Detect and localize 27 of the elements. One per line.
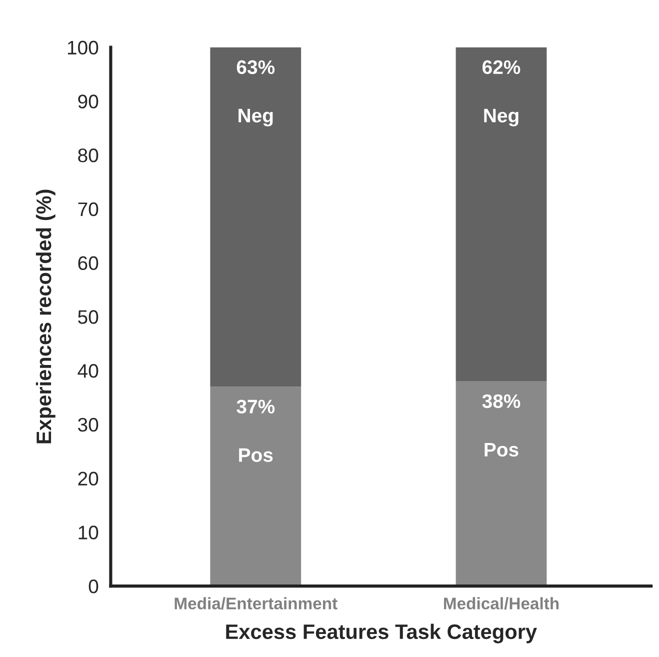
y-tick-label: 70 (78, 202, 98, 216)
y-tick-label: 60 (78, 256, 98, 270)
y-tick-label: 10 (78, 526, 98, 540)
y-tick-label: 90 (78, 94, 98, 108)
data-label: 62% (482, 60, 520, 74)
y-tick-label: 0 (88, 580, 98, 594)
x-axis-title: Excess Features Task Category (226, 624, 537, 644)
bar (210, 386, 302, 586)
bar (456, 381, 547, 586)
y-tick-label: 80 (78, 148, 98, 162)
text: Pos (239, 448, 273, 462)
y-tick-label: 30 (78, 418, 98, 432)
data-label: 63% (236, 60, 275, 74)
y-tick-label: 50 (78, 310, 98, 324)
y-tick-label: 100 (68, 40, 98, 55)
x-tick-label: Media/Entertainment (174, 597, 338, 610)
series-label: Neg (238, 108, 273, 126)
data-label: 37% (236, 400, 275, 414)
series-label: Pos (484, 443, 518, 457)
bar (456, 47, 547, 382)
data-label: 38% (482, 394, 520, 408)
x-tick-label: Medical/Health (444, 597, 559, 610)
y-axis-title: Experiences recorded (%) (36, 190, 56, 444)
y-tick-label: 40 (78, 364, 98, 378)
bar (210, 47, 302, 387)
y-tick-label: 20 (78, 472, 98, 486)
text: Neg (484, 108, 518, 126)
